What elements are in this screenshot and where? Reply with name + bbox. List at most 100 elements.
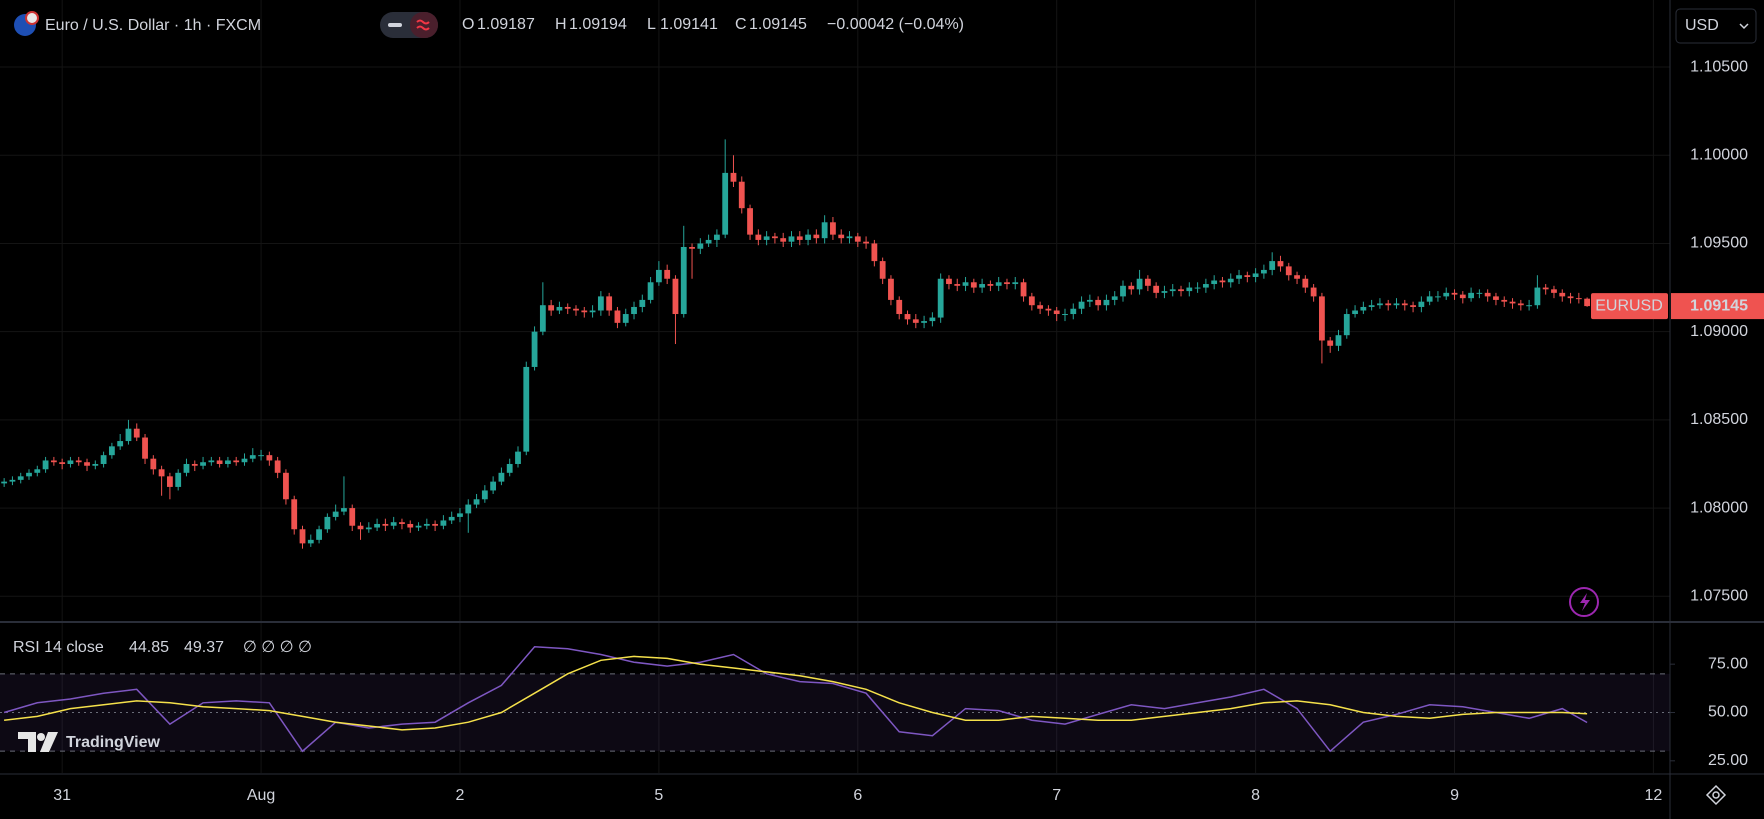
- x-tick-label: 8: [1251, 787, 1260, 804]
- symbol-title[interactable]: Euro / U.S. Dollar · 1h · FXCM: [45, 17, 261, 34]
- candle-body: [349, 508, 356, 526]
- candle-body: [84, 462, 90, 466]
- candle-body: [1045, 308, 1052, 311]
- currency-box[interactable]: [1675, 8, 1757, 44]
- lightning-circle[interactable]: [1569, 587, 1599, 617]
- candle-body: [374, 523, 380, 528]
- candle-body: [415, 525, 422, 528]
- candle-body: [498, 472, 505, 482]
- candle-body: [937, 278, 944, 318]
- rsi-extra: ∅ ∅ ∅ ∅: [243, 639, 312, 656]
- candle-body: [1186, 287, 1193, 292]
- candle-body: [1086, 299, 1093, 302]
- candle-body: [183, 463, 190, 473]
- watermark-text: TradingView: [66, 734, 161, 751]
- candle-body: [548, 305, 555, 311]
- rsi-tick-label: 25.00: [1708, 752, 1748, 769]
- x-tick-label: 7: [1052, 787, 1061, 804]
- candle-body: [1236, 275, 1242, 279]
- candle-body: [1037, 305, 1044, 309]
- y-tick-label: 1.08500: [1690, 411, 1748, 428]
- header: Euro / U.S. Dollar · 1h · FXCM O 1.09187…: [14, 11, 964, 38]
- candle-body: [407, 523, 414, 528]
- candle-body: [1435, 296, 1441, 298]
- candle-body: [1095, 299, 1102, 306]
- candle-body: [788, 236, 795, 242]
- ohlc-label: L: [647, 16, 656, 33]
- candle-body: [324, 516, 331, 530]
- candle-body: [672, 278, 679, 315]
- candle-body: [1526, 305, 1533, 307]
- candle-body: [67, 460, 74, 464]
- candle-body: [158, 469, 165, 477]
- candle-body: [1004, 282, 1010, 285]
- y-tick-label: 1.07500: [1690, 588, 1748, 605]
- candle-body: [722, 172, 729, 235]
- settings-icon[interactable]: [1705, 784, 1727, 806]
- candle-body: [457, 513, 463, 517]
- candle-body: [117, 441, 124, 447]
- candle-body: [1144, 278, 1151, 286]
- candle-body: [747, 208, 753, 235]
- candle-body: [564, 306, 571, 309]
- candle-body: [382, 523, 389, 526]
- settings-button[interactable]: [1705, 784, 1727, 806]
- candle-body: [755, 234, 762, 240]
- candle-body: [639, 299, 646, 307]
- candle-body: [142, 437, 148, 459]
- candle-body: [1285, 266, 1292, 276]
- candle-body: [1136, 278, 1143, 290]
- y-tick-label: 1.10500: [1690, 58, 1748, 75]
- currency-select[interactable]: USD: [1675, 8, 1757, 44]
- alert-button[interactable]: [1569, 587, 1599, 617]
- rsi-ma-value: 49.37: [184, 639, 224, 656]
- candle-body: [539, 305, 546, 332]
- candle-body: [970, 282, 977, 288]
- candle-body: [17, 476, 24, 480]
- rsi-lines: [3, 646, 1588, 753]
- candle-body: [1443, 292, 1450, 297]
- candle-body: [357, 525, 364, 530]
- candle-body: [581, 310, 588, 313]
- candle-body: [75, 460, 82, 463]
- candle-body: [730, 172, 737, 182]
- candle-body: [448, 516, 455, 521]
- candle-body: [1551, 289, 1557, 293]
- candle-body: [365, 527, 372, 530]
- candle-body: [772, 236, 778, 239]
- candle-body: [440, 520, 447, 526]
- candle-body: [531, 331, 538, 367]
- candle-body: [59, 462, 66, 464]
- candle-body: [50, 460, 57, 463]
- candle-body: [1542, 287, 1549, 290]
- candle-body: [904, 314, 911, 320]
- candle-body: [1227, 278, 1234, 283]
- y-tick-label: 1.09000: [1690, 323, 1748, 340]
- candle-body: [175, 472, 182, 487]
- candle-body: [1584, 298, 1591, 307]
- ohlc-value: 1.09187: [477, 16, 535, 33]
- candle-body: [341, 508, 347, 512]
- candle-body: [506, 463, 513, 473]
- rsi-tick-label: 50.00: [1708, 704, 1748, 721]
- candle-body: [1310, 287, 1317, 297]
- candle-body: [871, 243, 878, 262]
- candle-body: [125, 428, 132, 442]
- currency[interactable]: USD: [1685, 17, 1719, 34]
- candle-body: [1053, 310, 1060, 315]
- candle-body: [1476, 292, 1483, 294]
- candle-body: [1020, 282, 1027, 297]
- candle-body: [1277, 261, 1284, 267]
- logo-mark: [18, 732, 36, 752]
- candle-body: [1120, 285, 1126, 297]
- last-price-box: [1671, 293, 1764, 320]
- candle-body: [523, 366, 530, 452]
- x-tick-label: Aug: [247, 787, 275, 804]
- candle-body: [614, 310, 621, 323]
- ohlc-value: 1.09141: [660, 16, 718, 33]
- candle-body: [846, 236, 853, 239]
- candle-body: [1103, 299, 1110, 306]
- rsi-title: RSI 14 close: [13, 639, 104, 656]
